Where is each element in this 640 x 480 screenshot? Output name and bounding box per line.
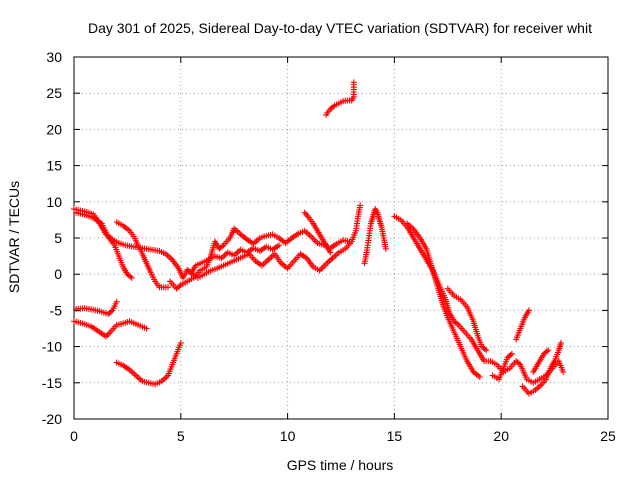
data-point	[330, 103, 337, 110]
data-point	[219, 243, 226, 250]
data-point	[508, 350, 515, 357]
data-point	[177, 339, 184, 346]
data-point	[382, 245, 389, 252]
data-point	[128, 274, 135, 281]
data-point	[483, 347, 490, 354]
axis-ticks: 0 5 10 15 20 25 -20 -15 -10 -5 0 5 10 15 20 25 30	[42, 49, 616, 444]
y-tick-label: -20	[42, 411, 62, 427]
data-point	[357, 202, 364, 209]
y-tick-label: 30	[46, 49, 62, 65]
x-tick-label: 15	[387, 428, 403, 444]
data-point	[113, 298, 120, 305]
data-point	[103, 333, 110, 340]
data-point	[108, 308, 115, 315]
data-point	[143, 325, 150, 332]
data-point	[545, 347, 552, 354]
x-tick-label: 20	[493, 428, 509, 444]
data-point	[176, 283, 183, 290]
data-point	[276, 242, 283, 249]
y-tick-label: 10	[46, 194, 62, 210]
data-point	[543, 348, 550, 355]
y-tick-label: 15	[46, 158, 62, 174]
x-tick-label: 0	[70, 428, 78, 444]
data-point	[454, 320, 461, 327]
data-point	[327, 249, 334, 256]
y-tick-label: 20	[46, 121, 62, 137]
data-point	[507, 352, 514, 359]
data-point	[104, 332, 111, 339]
x-tick-label: 25	[600, 428, 616, 444]
x-tick-label: 10	[280, 428, 296, 444]
x-axis-label: GPS time / hours	[287, 457, 394, 473]
y-tick-label: -10	[42, 339, 62, 355]
data-point	[105, 330, 112, 337]
y-axis-label: SDTVAR / TECUs	[6, 181, 22, 293]
data-point	[516, 360, 522, 367]
x-tick-label: 5	[177, 428, 185, 444]
data-point	[350, 79, 357, 86]
data-point	[481, 346, 488, 353]
data-points	[71, 79, 567, 397]
y-tick-label: 0	[54, 266, 62, 282]
data-point	[164, 284, 171, 291]
data-point	[127, 273, 134, 280]
chart-title: Day 301 of 2025, Sidereal Day-to-day VTE…	[88, 20, 592, 36]
y-tick-label: -5	[50, 302, 63, 318]
data-point	[525, 307, 532, 314]
data-point	[560, 368, 567, 375]
data-point	[558, 339, 565, 346]
grid	[74, 57, 608, 419]
y-tick-label: -15	[42, 375, 62, 391]
y-tick-label: 5	[54, 230, 62, 246]
data-point	[476, 374, 483, 381]
y-tick-label: 25	[46, 85, 62, 101]
